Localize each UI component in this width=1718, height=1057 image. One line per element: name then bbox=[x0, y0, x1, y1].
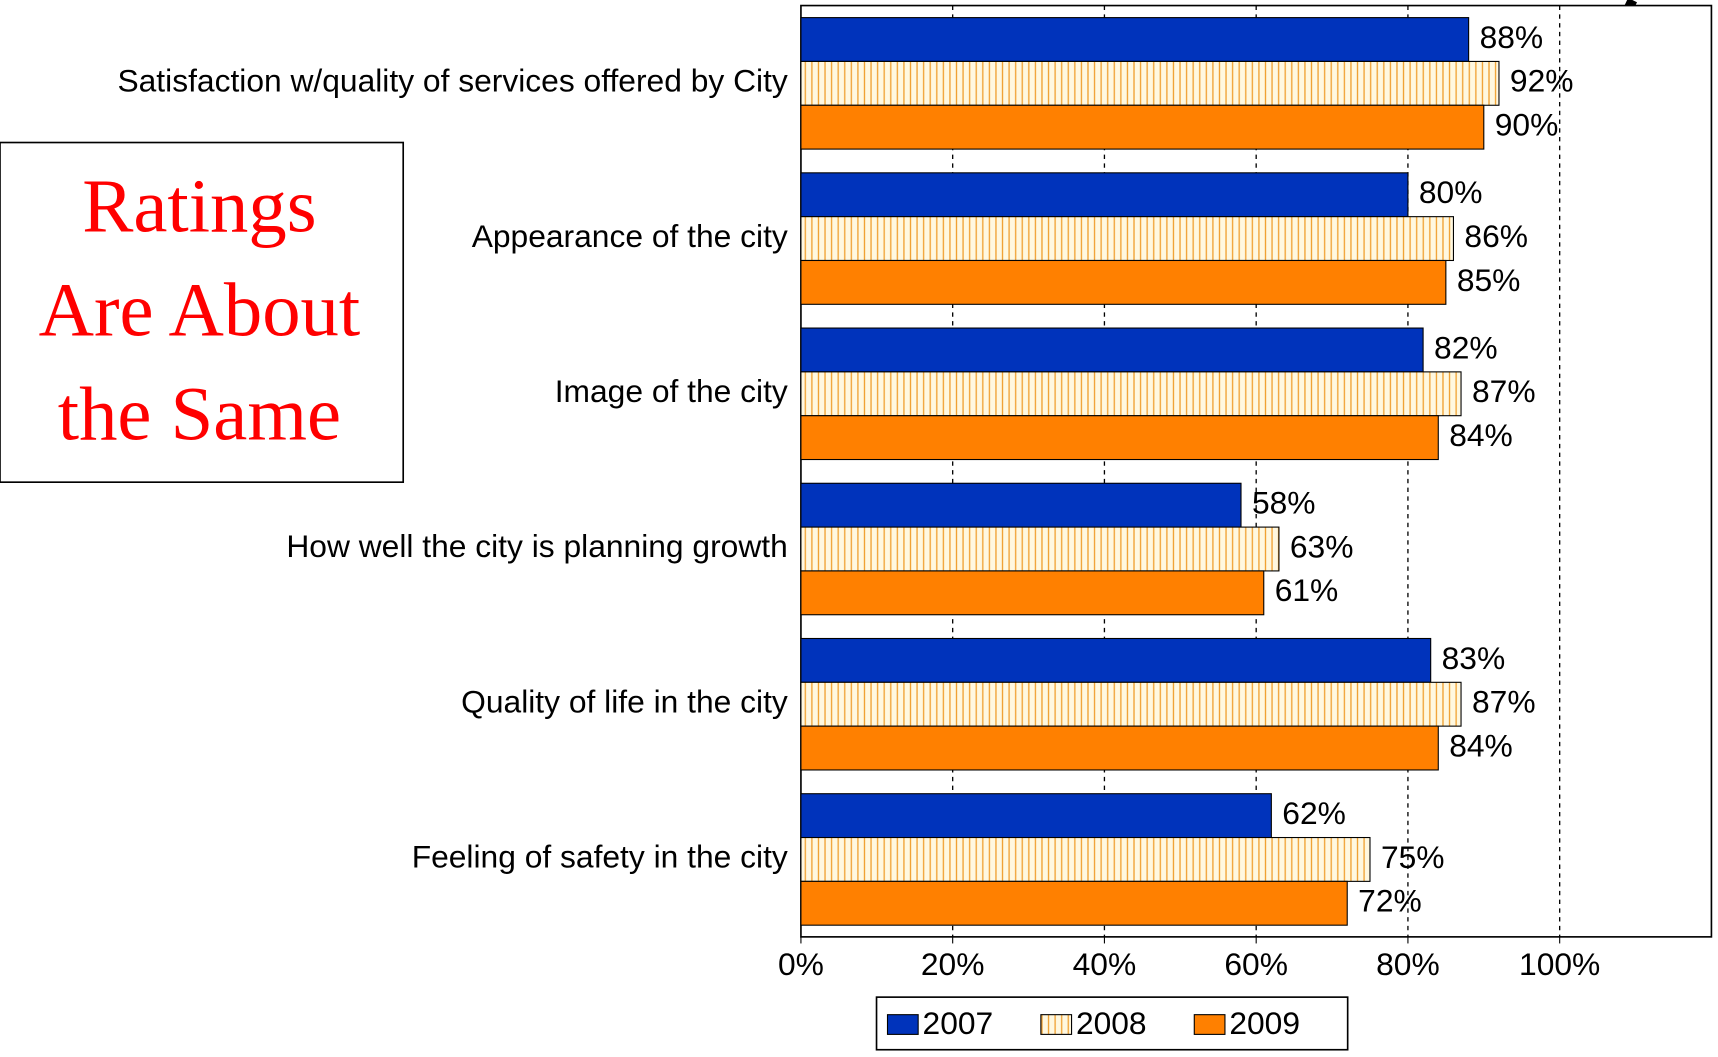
value-label: 58% bbox=[1252, 485, 1316, 521]
bar bbox=[800, 327, 1424, 373]
legend-box bbox=[875, 996, 1349, 1051]
x-tick-label: 100% bbox=[1519, 946, 1600, 982]
value-label: 83% bbox=[1442, 640, 1506, 676]
bar bbox=[800, 371, 1462, 417]
value-label: 88% bbox=[1480, 19, 1544, 55]
bar bbox=[800, 725, 1439, 771]
x-tick-label: 80% bbox=[1376, 946, 1440, 982]
bar bbox=[800, 836, 1371, 882]
value-label: 92% bbox=[1510, 63, 1574, 99]
category-label: How well the city is planning growth bbox=[286, 528, 787, 564]
bar bbox=[800, 570, 1265, 616]
bar bbox=[800, 526, 1280, 572]
bar bbox=[800, 60, 1500, 106]
annotation-box bbox=[0, 141, 405, 483]
bar bbox=[800, 880, 1348, 926]
bar bbox=[800, 259, 1447, 305]
annotation: the Same bbox=[58, 372, 341, 457]
legend-label: 2008 bbox=[1076, 1005, 1147, 1041]
value-label: 87% bbox=[1472, 684, 1536, 720]
bar bbox=[800, 637, 1432, 683]
value-label: 61% bbox=[1275, 572, 1339, 608]
value-label: 86% bbox=[1464, 218, 1528, 254]
bar bbox=[800, 793, 1272, 839]
value-label: 72% bbox=[1358, 883, 1422, 919]
x-tick-label: 40% bbox=[1073, 946, 1137, 982]
x-tick-label: 60% bbox=[1224, 946, 1288, 982]
bar bbox=[800, 172, 1409, 218]
legend-label: 2007 bbox=[923, 1005, 994, 1041]
value-label: 84% bbox=[1449, 727, 1513, 763]
value-label: 85% bbox=[1457, 262, 1521, 298]
bar bbox=[800, 482, 1242, 528]
bar bbox=[800, 104, 1485, 150]
value-label: 63% bbox=[1290, 528, 1354, 564]
annotation: Are About bbox=[39, 267, 361, 352]
legend-swatch bbox=[1193, 1014, 1226, 1035]
category-label: Image of the city bbox=[555, 373, 788, 409]
legend-label: 2009 bbox=[1229, 1005, 1300, 1041]
legend-swatch bbox=[886, 1014, 919, 1035]
annotation: Ratings bbox=[82, 163, 316, 248]
category-label: Feeling of safety in the city bbox=[412, 839, 788, 875]
value-label: 80% bbox=[1419, 174, 1483, 210]
value-label: 84% bbox=[1449, 417, 1513, 453]
category-label: Satisfaction w/quality of services offer… bbox=[117, 63, 787, 99]
value-label: 75% bbox=[1381, 839, 1445, 875]
bar bbox=[800, 17, 1470, 62]
bar bbox=[800, 216, 1454, 262]
x-tick-label: 20% bbox=[921, 946, 985, 982]
category-label: Appearance of the city bbox=[472, 218, 788, 254]
bar bbox=[800, 415, 1439, 461]
x-tick-label: 0% bbox=[778, 946, 824, 982]
value-label: 82% bbox=[1434, 329, 1498, 365]
value-label: 90% bbox=[1495, 107, 1559, 143]
legend-swatch bbox=[1040, 1014, 1073, 1035]
value-label: 62% bbox=[1282, 795, 1346, 831]
bar bbox=[800, 681, 1462, 727]
value-label: 87% bbox=[1472, 373, 1536, 409]
category-label: Quality of life in the city bbox=[461, 683, 788, 719]
